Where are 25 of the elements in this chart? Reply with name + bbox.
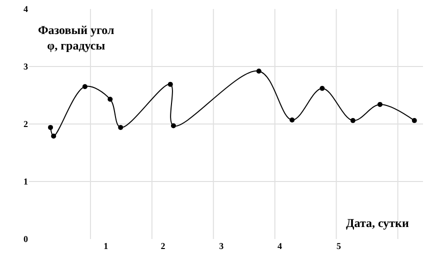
point xyxy=(377,102,382,107)
x-tick-label: 2 xyxy=(160,241,166,251)
point xyxy=(118,124,124,130)
y-axis-title: Фазовый угол φ, градусы xyxy=(38,23,115,53)
point xyxy=(256,68,262,74)
point xyxy=(170,123,176,128)
y-tick-label: 3 xyxy=(24,62,28,72)
point xyxy=(412,118,417,124)
y-tick-label: 2 xyxy=(24,119,28,130)
y-tick-label: 1 xyxy=(24,176,28,187)
x-tick-label: 4 xyxy=(278,241,283,251)
y-tick-label: 4 xyxy=(24,4,28,14)
y-tick-label: 0 xyxy=(24,234,28,244)
point xyxy=(350,118,356,124)
point xyxy=(320,86,325,91)
point xyxy=(82,84,88,90)
point xyxy=(290,117,295,122)
x-tick-label: 3 xyxy=(219,241,224,251)
x-tick-label: 1 xyxy=(104,241,109,251)
x-axis-title: Дата, сутки xyxy=(346,216,409,230)
point xyxy=(51,134,56,139)
x-tick-label: 5 xyxy=(336,241,342,251)
point xyxy=(168,82,173,87)
point xyxy=(48,124,54,130)
point xyxy=(108,96,113,102)
